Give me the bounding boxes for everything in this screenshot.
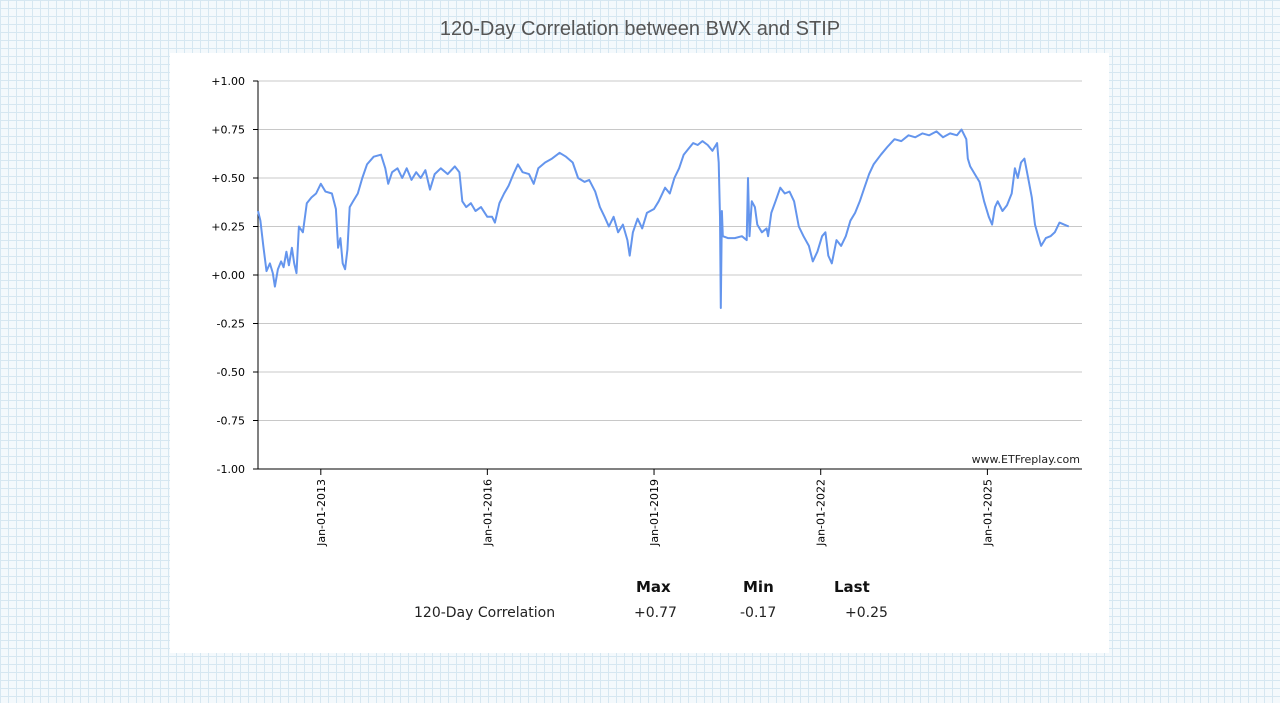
- y-tick-label: -1.00: [217, 463, 245, 476]
- axes: [253, 80, 1082, 475]
- x-tick-label: Jan-01-2025: [981, 479, 994, 547]
- series-layer: [257, 128, 1070, 309]
- y-tick-label: +0.50: [211, 172, 245, 185]
- tick-labels: +1.00 +0.75 +0.50 +0.25 +0.00 -0.25 -0.50 -0.75…: [211, 75, 994, 547]
- grid-lines: [258, 80, 1082, 421]
- y-tick-label: -0.25: [217, 318, 245, 331]
- stat-value-max: +0.77: [634, 605, 677, 621]
- y-tick-label: +0.75: [211, 124, 245, 137]
- x-tick-label: Jan-01-2019: [648, 479, 661, 547]
- stat-header-max: Max: [636, 578, 671, 596]
- page-title: 120-Day Correlation between BWX and STIP: [439, 18, 841, 40]
- stat-value-last: +0.25: [845, 605, 888, 621]
- stat-row-label: 120-Day Correlation: [414, 605, 556, 621]
- x-tick-label: Jan-01-2016: [481, 479, 494, 547]
- stat-value-min: -0.17: [740, 605, 777, 621]
- stat-header-min: Min: [743, 578, 774, 596]
- y-tick-label: -0.50: [217, 366, 245, 379]
- series-line: [257, 128, 1070, 309]
- x-tick-label: Jan-01-2013: [315, 479, 328, 547]
- chart-panel: +1.00 +0.75 +0.50 +0.25 +0.00 -0.25 -0.50 -0.75…: [170, 53, 1109, 653]
- x-tick-label: Jan-01-2022: [815, 479, 828, 547]
- y-tick-label: +0.00: [211, 269, 245, 282]
- watermark: www.ETFreplay.com: [972, 453, 1080, 466]
- y-tick-label: -0.75: [217, 415, 245, 428]
- correlation-chart: +1.00 +0.75 +0.50 +0.25 +0.00 -0.25 -0.50 -0.75…: [211, 75, 1082, 547]
- y-tick-label: +1.00: [211, 75, 245, 88]
- y-tick-label: +0.25: [211, 221, 245, 234]
- stat-header-last: Last: [834, 578, 870, 596]
